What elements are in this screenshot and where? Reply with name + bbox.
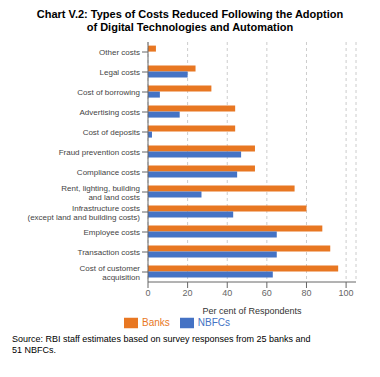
svg-text:Advertising costs: Advertising costs [80, 108, 140, 117]
svg-text:60: 60 [262, 288, 272, 298]
svg-text:Transaction costs: Transaction costs [78, 248, 140, 257]
svg-text:Infrastructure costs(except la: Infrastructure costs(except land and bui… [27, 204, 140, 222]
svg-text:40: 40 [222, 288, 232, 298]
svg-text:Rent, lighting, buildingand la: Rent, lighting, buildingand land costs [61, 184, 140, 202]
svg-text:0: 0 [145, 288, 150, 298]
svg-text:Per cent of Respondents: Per cent of Respondents [202, 306, 302, 316]
svg-text:80: 80 [301, 288, 311, 298]
svg-text:Employee costs: Employee costs [84, 228, 140, 237]
html-text:Source: RBI staff estimates ba: Source: RBI staff estimates based on sur… [12, 334, 311, 355]
svg-text:Other costs: Other costs [99, 48, 140, 57]
html-text:NBFCs: NBFCs [197, 316, 230, 328]
svg-text:100: 100 [339, 288, 354, 298]
svg-text:Compliance costs: Compliance costs [77, 168, 140, 177]
svg-text:Cost of customeracquisition: Cost of customeracquisition [80, 264, 141, 282]
svg-text:Legal costs: Legal costs [100, 68, 140, 77]
html-text:Chart V.2: Types of Costs Redu: Chart V.2: Types of Costs Reduced Follow… [36, 8, 344, 33]
html-text:Banks: Banks [142, 316, 170, 328]
svg-text:Fraud prevention costs: Fraud prevention costs [59, 148, 140, 157]
svg-text:Cost of deposits: Cost of deposits [83, 128, 140, 137]
svg-text:20: 20 [183, 288, 193, 298]
svg-text:Cost of borrowing: Cost of borrowing [77, 88, 140, 97]
